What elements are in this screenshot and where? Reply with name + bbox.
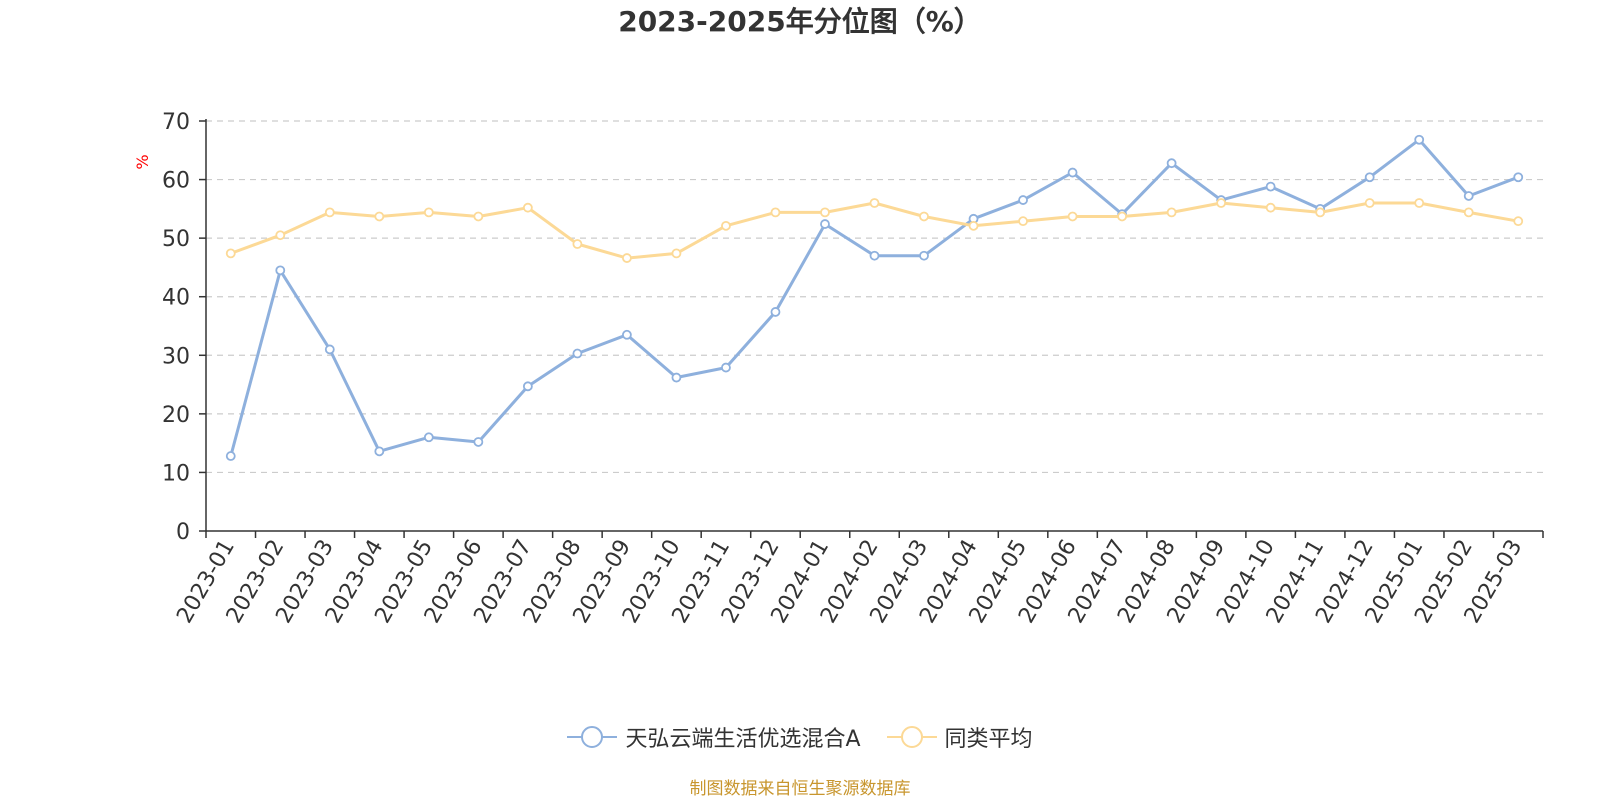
data-point-0 (1067, 167, 1078, 178)
data-point-0 (572, 348, 583, 359)
data-point-0 (473, 437, 484, 447)
data-point-0 (1265, 181, 1276, 192)
data-point-1 (1364, 198, 1375, 208)
data-point-1 (968, 220, 979, 231)
data-point-0 (919, 250, 929, 261)
data-point-1 (324, 207, 335, 218)
data-point-0 (1018, 195, 1028, 205)
series-line-0 (229, 138, 1519, 457)
data-point-1 (374, 211, 385, 222)
data-point-0 (275, 265, 286, 276)
data-point-1 (1166, 207, 1177, 218)
y-tick-label: 30 (162, 344, 190, 369)
data-point-0 (522, 381, 533, 392)
chart-title: 2023-2025年分位图（%） (618, 5, 982, 38)
data-point-1 (869, 198, 880, 208)
y-tick-label: 50 (162, 227, 190, 252)
gridlines (206, 120, 1543, 474)
legend-label-average: 同类平均 (944, 727, 1033, 752)
data-point-1 (522, 202, 533, 213)
data-point-1 (1216, 198, 1227, 208)
data-point-1 (275, 230, 286, 241)
data-point-0 (374, 446, 385, 457)
series (225, 134, 1524, 461)
data-point-0 (1414, 134, 1425, 145)
legend-item-average[interactable]: 同类平均 (886, 721, 1033, 753)
data-point-1 (473, 211, 484, 222)
data-point-1 (622, 253, 632, 263)
data-point-1 (572, 239, 583, 249)
data-point-1 (1067, 211, 1078, 222)
legend-swatch-average-icon (886, 726, 937, 748)
data-point-1 (1315, 207, 1326, 218)
data-point-0 (820, 219, 830, 229)
data-point-1 (1018, 216, 1028, 227)
data-point-1 (1513, 216, 1524, 227)
data-point-1 (225, 248, 236, 259)
y-tick-label: 70 (162, 110, 190, 135)
data-point-1 (671, 248, 682, 259)
data-point-1 (1265, 202, 1276, 213)
data-point-0 (1513, 172, 1524, 183)
data-point-1 (721, 220, 731, 231)
data-point-0 (770, 307, 781, 317)
legend-item-fund[interactable]: 天弘云端生活优选混合A (567, 721, 861, 753)
data-point-1 (1117, 211, 1127, 222)
y-tick-label: 20 (162, 403, 190, 428)
series-line-1 (230, 201, 1519, 260)
data-point-1 (1463, 207, 1474, 218)
data-point-1 (919, 211, 929, 222)
data-point-1 (770, 207, 781, 218)
y-axis-label: % (133, 154, 152, 169)
data-point-0 (225, 451, 236, 461)
data-point-0 (423, 432, 434, 443)
data-point-0 (1166, 158, 1177, 169)
y-tick-label: 0 (176, 520, 190, 545)
data-point-0 (324, 344, 335, 355)
y-tick-label: 10 (162, 461, 190, 486)
y-tick-label: 60 (162, 169, 190, 194)
data-point-0 (1364, 172, 1375, 183)
data-point-1 (423, 207, 434, 218)
data-point-1 (1414, 198, 1425, 208)
data-point-0 (869, 250, 880, 261)
data-point-0 (671, 372, 682, 383)
source-note: 制图数据来自恒生聚源数据库 (689, 779, 911, 799)
legend-label-fund: 天弘云端生活优选混合A (625, 727, 861, 752)
data-point-0 (1463, 191, 1474, 201)
legend-swatch-fund-icon (567, 726, 618, 748)
data-point-1 (820, 207, 830, 218)
y-tick-label: 40 (162, 286, 190, 311)
data-point-0 (721, 362, 731, 373)
data-point-0 (622, 329, 632, 340)
legend: 天弘云端生活优选混合A 同类平均 (0, 722, 1600, 752)
axes: 0102030405060702023-012023-022023-032023… (162, 110, 1544, 628)
